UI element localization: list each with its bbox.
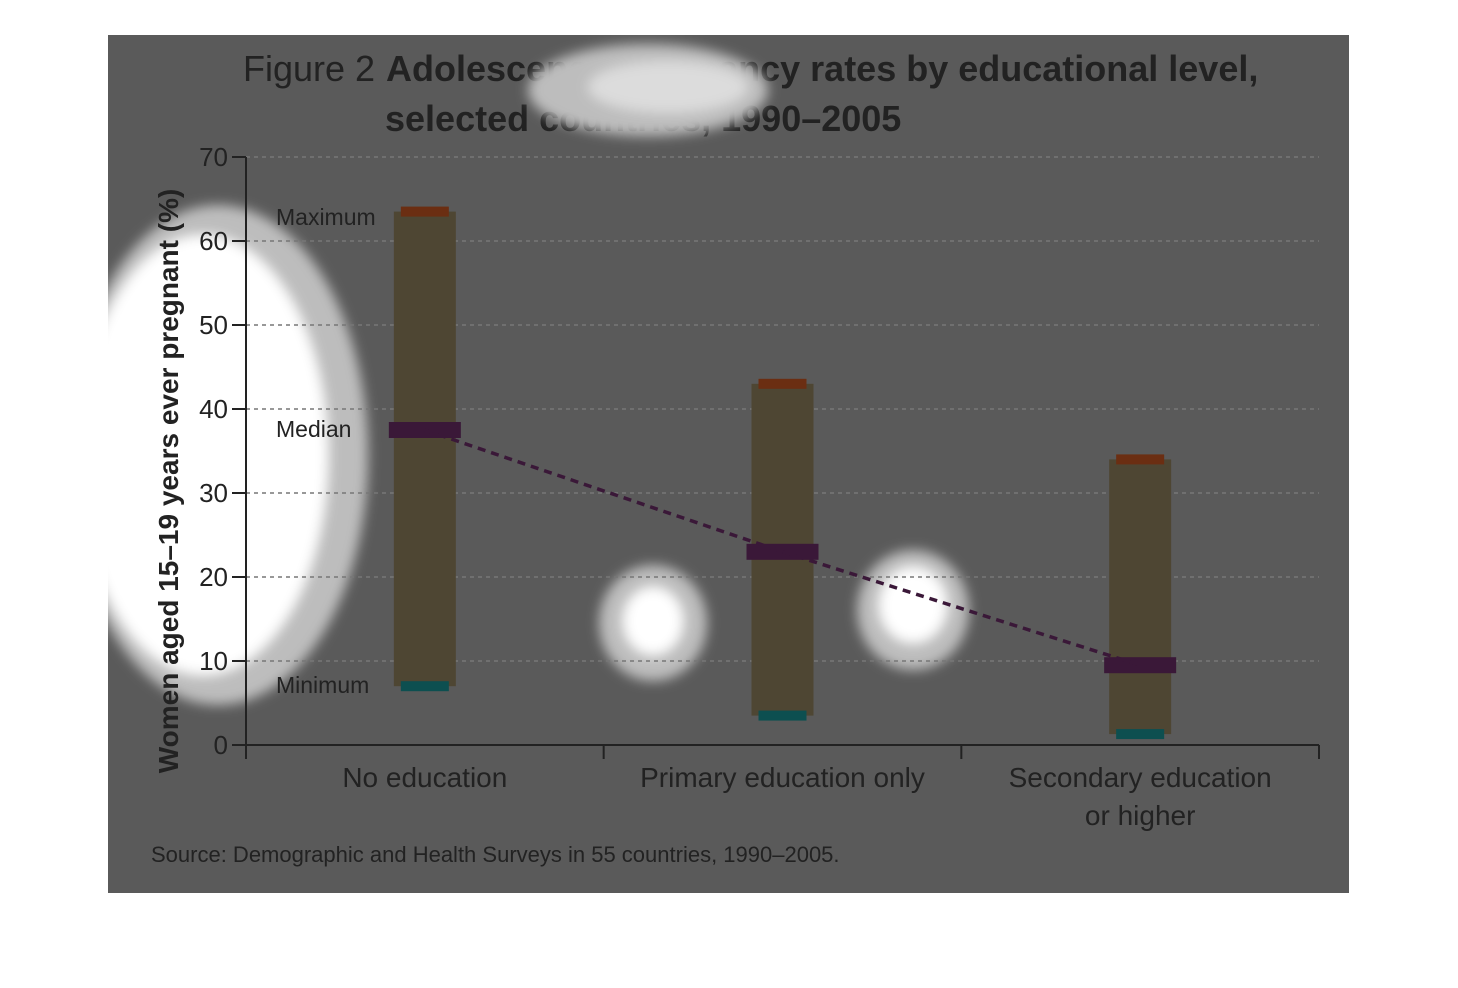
maximum-marker xyxy=(759,379,807,389)
maximum-marker xyxy=(401,207,449,217)
plot-area: 0 10 20 30 40 50 60 70 No education Primary educ… xyxy=(199,142,1319,831)
minimum-marker xyxy=(401,681,449,691)
figure-label: Figure 2 xyxy=(243,48,375,89)
y-tick-label: 70 xyxy=(199,142,228,172)
y-tick-label: 0 xyxy=(214,730,228,760)
median-marker xyxy=(747,544,819,560)
range-bar xyxy=(1109,459,1171,734)
figure-canvas: Figure 2 Adolescence pregnancy rates by … xyxy=(108,35,1349,893)
y-tick-label: 30 xyxy=(199,478,228,508)
figure-panel: Figure 2 Adolescence pregnancy rates by … xyxy=(108,35,1349,893)
source-note: Source: Demographic and Health Surveys i… xyxy=(151,842,840,867)
median-marker xyxy=(1104,657,1176,673)
minimum-marker xyxy=(759,711,807,721)
y-tick-label: 60 xyxy=(199,226,228,256)
y-tick-label: 50 xyxy=(199,310,228,340)
chart-title: Adolescence pregnancy rates by education… xyxy=(386,48,1258,89)
x-axis-labels: No education Primary education only Second… xyxy=(342,762,1271,831)
legend-median-label: Median xyxy=(276,416,351,442)
y-tick-label: 20 xyxy=(199,562,228,592)
legend-minimum-label: Minimum xyxy=(276,672,369,698)
maximum-marker xyxy=(1116,454,1164,464)
y-axis-label: Women aged 15–19 years ever pregnant (%) xyxy=(153,189,184,774)
x-category-label: Primary education only xyxy=(640,762,925,793)
x-category-label: No education xyxy=(342,762,507,793)
x-category-label: Secondary education or higher xyxy=(1009,762,1272,831)
range-bar xyxy=(394,212,456,687)
minimum-marker xyxy=(1116,729,1164,739)
legend-maximum-label: Maximum xyxy=(276,204,376,230)
y-tick-label: 10 xyxy=(199,646,228,676)
highlight-overlay xyxy=(108,44,969,705)
y-tick-label: 40 xyxy=(199,394,228,424)
range-bars xyxy=(389,207,1176,739)
